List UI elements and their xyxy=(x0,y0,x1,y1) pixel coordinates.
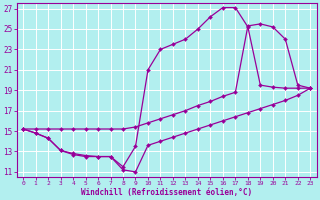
X-axis label: Windchill (Refroidissement éolien,°C): Windchill (Refroidissement éolien,°C) xyxy=(81,188,252,197)
